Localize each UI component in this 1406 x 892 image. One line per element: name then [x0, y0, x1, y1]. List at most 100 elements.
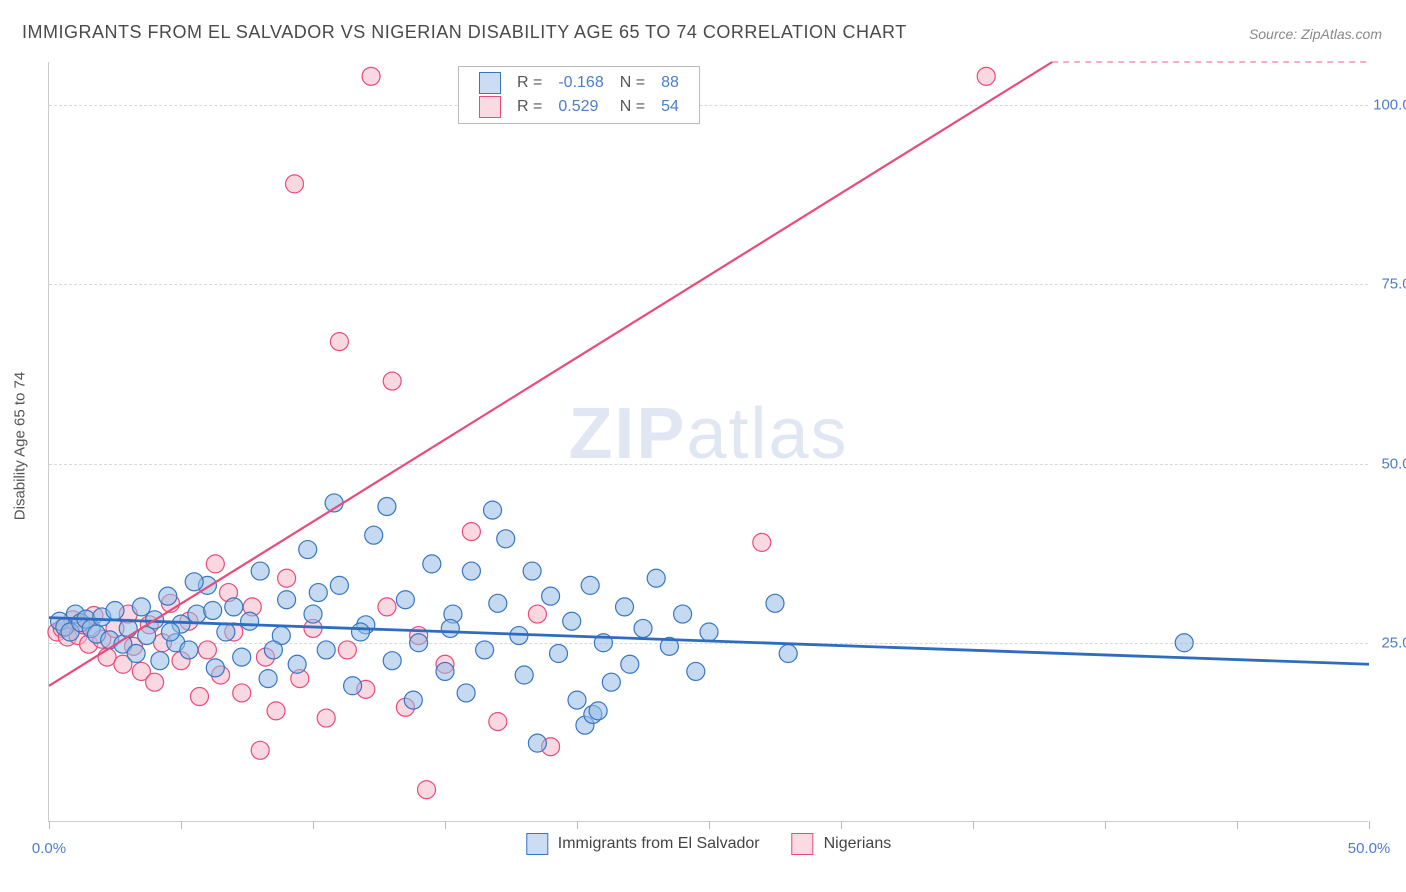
data-point — [423, 555, 441, 573]
data-point — [241, 612, 259, 630]
data-point — [190, 688, 208, 706]
data-point — [542, 587, 560, 605]
data-point — [362, 67, 380, 85]
x-tick — [709, 821, 710, 829]
data-point — [779, 645, 797, 663]
data-point — [457, 684, 475, 702]
data-point — [344, 677, 362, 695]
data-point — [436, 662, 454, 680]
data-point — [489, 594, 507, 612]
swatch-pink-icon — [792, 833, 814, 855]
data-point — [206, 555, 224, 573]
data-point — [581, 576, 599, 594]
n-label: N = — [612, 71, 653, 95]
data-point — [528, 734, 546, 752]
data-point — [251, 562, 269, 580]
data-point — [278, 591, 296, 609]
y-tick-label: 25.0% — [1381, 634, 1406, 651]
data-point — [225, 598, 243, 616]
data-point — [621, 655, 639, 673]
data-point — [204, 601, 222, 619]
source-label: Source: ZipAtlas.com — [1249, 26, 1382, 42]
data-point — [568, 691, 586, 709]
data-point — [188, 605, 206, 623]
data-point — [462, 523, 480, 541]
data-point — [299, 541, 317, 559]
x-tick-label: 50.0% — [1348, 840, 1391, 857]
data-point — [563, 612, 581, 630]
data-point — [233, 648, 251, 666]
data-point — [674, 605, 692, 623]
data-point — [267, 702, 285, 720]
data-point — [309, 584, 327, 602]
legend-label: Immigrants from El Salvador — [558, 835, 760, 853]
swatch-pink-icon — [479, 96, 501, 118]
data-point — [259, 670, 277, 688]
data-point — [233, 684, 251, 702]
chart-svg — [49, 62, 1368, 821]
y-tick-label: 75.0% — [1381, 276, 1406, 293]
data-point — [180, 641, 198, 659]
data-point — [383, 652, 401, 670]
chart-title: IMMIGRANTS FROM EL SALVADOR VS NIGERIAN … — [22, 22, 907, 43]
data-point — [330, 576, 348, 594]
n-value-pink: 54 — [653, 95, 687, 119]
data-point — [217, 623, 235, 641]
data-point — [185, 573, 203, 591]
swatch-blue-icon — [526, 833, 548, 855]
x-tick — [1237, 821, 1238, 829]
y-tick-label: 100.0% — [1373, 97, 1406, 114]
chart-container: IMMIGRANTS FROM EL SALVADOR VS NIGERIAN … — [0, 0, 1406, 892]
y-tick-label: 50.0% — [1381, 455, 1406, 472]
data-point — [317, 709, 335, 727]
data-point — [418, 781, 436, 799]
data-point — [766, 594, 784, 612]
data-point — [515, 666, 533, 684]
data-point — [489, 713, 507, 731]
data-point — [589, 702, 607, 720]
x-tick — [1105, 821, 1106, 829]
data-point — [151, 652, 169, 670]
data-point — [206, 659, 224, 677]
data-point — [119, 619, 137, 637]
data-point — [616, 598, 634, 616]
data-point — [317, 641, 335, 659]
legend-label: Nigerians — [824, 835, 892, 853]
data-point — [146, 673, 164, 691]
data-point — [602, 673, 620, 691]
data-point — [497, 530, 515, 548]
data-point — [462, 562, 480, 580]
n-value-blue: 88 — [653, 71, 687, 95]
data-point — [441, 619, 459, 637]
data-point — [753, 533, 771, 551]
data-point — [396, 591, 414, 609]
x-tick — [973, 821, 974, 829]
n-label: N = — [612, 95, 653, 119]
data-point — [352, 623, 370, 641]
r-value-blue: -0.168 — [550, 71, 611, 95]
data-point — [161, 623, 179, 641]
r-label: R = — [509, 71, 550, 95]
data-point — [1175, 634, 1193, 652]
data-point — [159, 587, 177, 605]
legend-item-blue: Immigrants from El Salvador — [526, 833, 760, 855]
data-point — [338, 641, 356, 659]
r-label: R = — [509, 95, 550, 119]
data-point — [286, 175, 304, 193]
x-tick — [1369, 821, 1370, 829]
plot-area: ZIPatlas 25.0%50.0%75.0%100.0% 0.0%50.0%… — [48, 62, 1368, 822]
x-tick — [841, 821, 842, 829]
data-point — [288, 655, 306, 673]
data-point — [647, 569, 665, 587]
x-tick — [577, 821, 578, 829]
data-point — [378, 498, 396, 516]
data-point — [198, 641, 216, 659]
data-point — [528, 605, 546, 623]
data-point — [365, 526, 383, 544]
data-point — [383, 372, 401, 390]
x-tick — [49, 821, 50, 829]
series-legend: Immigrants from El Salvador Nigerians — [526, 833, 891, 855]
data-point — [977, 67, 995, 85]
data-point — [484, 501, 502, 519]
x-tick — [181, 821, 182, 829]
